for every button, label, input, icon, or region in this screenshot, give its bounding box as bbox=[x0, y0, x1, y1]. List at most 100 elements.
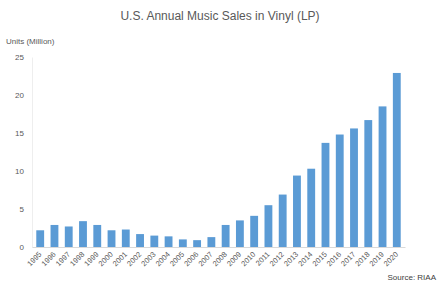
x-tick: 2011 bbox=[254, 247, 272, 268]
x-tick-label: 1997 bbox=[54, 250, 72, 268]
bar bbox=[236, 220, 244, 247]
x-tick-label: 2003 bbox=[139, 250, 157, 268]
bar bbox=[250, 216, 258, 247]
bar bbox=[279, 195, 287, 247]
x-tick-label: 2019 bbox=[368, 250, 386, 268]
y-tick-label: 20 bbox=[15, 91, 24, 100]
x-tick-label: 2013 bbox=[282, 250, 300, 268]
y-tick: 5 bbox=[20, 205, 32, 214]
plot: 0510152025199519961997199819992000200120… bbox=[15, 53, 405, 268]
x-tick-label: 2009 bbox=[225, 250, 243, 268]
x-tick: 2007 bbox=[196, 247, 214, 268]
x-tick: 2016 bbox=[325, 247, 343, 268]
x-tick: 2013 bbox=[282, 247, 300, 268]
x-tick-label: 2000 bbox=[97, 250, 115, 268]
x-tick: 2017 bbox=[339, 247, 357, 268]
x-tick: 2012 bbox=[268, 247, 286, 268]
y-tick: 20 bbox=[15, 91, 32, 100]
x-tick: 1998 bbox=[68, 247, 86, 268]
x-tick-label: 2017 bbox=[339, 250, 357, 268]
y-tick: 0 bbox=[20, 243, 32, 252]
x-tick-label: 2001 bbox=[111, 250, 129, 268]
x-tick: 2019 bbox=[368, 247, 386, 268]
bar bbox=[364, 120, 372, 247]
title: U.S. Annual Music Sales in Vinyl (LP) bbox=[120, 9, 319, 23]
x-tick-label: 2005 bbox=[168, 250, 186, 268]
y-tick-label: 5 bbox=[20, 205, 25, 214]
source-note: Source: RIAA bbox=[388, 273, 437, 282]
bar bbox=[265, 205, 273, 247]
x-tick-label: 1998 bbox=[68, 250, 86, 268]
bar bbox=[222, 225, 230, 247]
x-tick-label: 2002 bbox=[125, 250, 143, 268]
x-tick-label: 2020 bbox=[382, 250, 400, 268]
x-tick-label: 2008 bbox=[211, 250, 229, 268]
chart: U.S. Annual Music Sales in Vinyl (LP) Uni… bbox=[0, 0, 440, 291]
x-tick-label: 2006 bbox=[182, 250, 200, 268]
y-tick: 10 bbox=[15, 167, 32, 176]
bar bbox=[150, 236, 158, 247]
x-tick: 2008 bbox=[211, 247, 229, 268]
bar bbox=[207, 237, 215, 247]
x-axis: 1995199619971998199920002001200220032004… bbox=[25, 247, 405, 268]
x-tick: 2003 bbox=[139, 247, 157, 268]
bar bbox=[350, 128, 358, 247]
x-tick: 2014 bbox=[296, 247, 314, 268]
x-tick: 1995 bbox=[25, 247, 43, 268]
x-tick: 2004 bbox=[154, 247, 172, 268]
bar bbox=[122, 230, 130, 247]
x-tick-label: 2004 bbox=[154, 250, 172, 268]
bar bbox=[322, 143, 330, 247]
x-tick-label: 2011 bbox=[254, 250, 272, 268]
x-tick: 1999 bbox=[82, 247, 100, 268]
x-tick-label: 2007 bbox=[196, 250, 214, 268]
x-axis-line bbox=[33, 247, 406, 248]
x-tick: 1997 bbox=[54, 247, 72, 268]
x-tick: 2002 bbox=[125, 247, 143, 268]
x-tick-label: 2012 bbox=[268, 250, 286, 268]
x-tick: 2005 bbox=[168, 247, 186, 268]
x-tick-label: 1996 bbox=[40, 250, 58, 268]
bar bbox=[108, 230, 116, 247]
bar bbox=[379, 106, 387, 247]
bar bbox=[51, 225, 59, 247]
x-tick: 2001 bbox=[111, 247, 129, 268]
x-tick-label: 2015 bbox=[311, 250, 329, 268]
x-tick: 2009 bbox=[225, 247, 243, 268]
bar bbox=[179, 239, 187, 247]
bar bbox=[393, 73, 401, 247]
y-axis-line bbox=[32, 58, 33, 248]
bar bbox=[165, 236, 173, 247]
y-axis-label: Units (Million) bbox=[6, 37, 55, 46]
x-tick-label: 2016 bbox=[325, 250, 343, 268]
x-tick-label: 2014 bbox=[296, 250, 314, 268]
y-tick-label: 15 bbox=[15, 129, 24, 138]
bar bbox=[293, 176, 301, 247]
bar bbox=[79, 221, 87, 247]
bar bbox=[336, 135, 344, 247]
y-axis: 0 5 10 15 20 25 bbox=[15, 53, 32, 252]
x-tick-label: 1999 bbox=[82, 250, 100, 268]
y-tick-label: 25 bbox=[15, 53, 24, 62]
x-tick: 2020 bbox=[382, 247, 400, 268]
bar bbox=[136, 234, 144, 247]
x-tick-label: 2018 bbox=[353, 250, 371, 268]
x-tick: 2010 bbox=[239, 247, 257, 268]
x-tick: 2015 bbox=[311, 247, 329, 268]
bar bbox=[36, 230, 44, 247]
x-tick: 2018 bbox=[353, 247, 371, 268]
y-tick: 25 bbox=[15, 53, 32, 62]
bar bbox=[193, 240, 201, 247]
y-tick: 15 bbox=[15, 129, 32, 138]
x-tick: 2006 bbox=[182, 247, 200, 268]
x-tick: 1996 bbox=[40, 247, 58, 268]
bar bbox=[307, 169, 315, 247]
x-tick: 2000 bbox=[97, 247, 115, 268]
y-tick-label: 0 bbox=[20, 243, 25, 252]
x-tick-label: 1995 bbox=[25, 250, 43, 268]
bar bbox=[93, 225, 101, 247]
bar bbox=[65, 226, 73, 247]
x-tick-label: 2010 bbox=[239, 250, 257, 268]
bars bbox=[36, 73, 400, 247]
y-tick-label: 10 bbox=[15, 167, 24, 176]
